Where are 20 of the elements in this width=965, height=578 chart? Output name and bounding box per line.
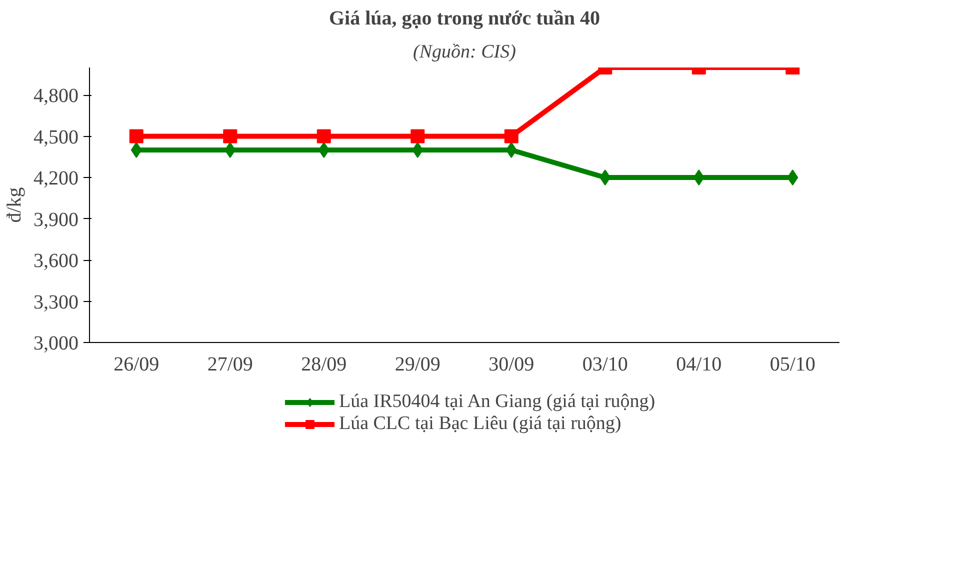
y-tick-label: 3,300 bbox=[34, 291, 78, 314]
x-tick-label: 28/09 bbox=[301, 354, 347, 376]
y-axis-title: đ/kg bbox=[4, 187, 26, 223]
x-tick-label: 26/09 bbox=[114, 354, 160, 376]
chart-title: Giá lúa, gạo trong nước tuần 40 bbox=[328, 8, 600, 30]
y-tick-label: 3,600 bbox=[34, 250, 78, 272]
x-tick-label: 29/09 bbox=[394, 354, 440, 376]
x-tick-label: 03/10 bbox=[582, 354, 628, 376]
legend-label: Lúa IR50404 tại An Giang (giá tại ruộng) bbox=[338, 391, 656, 413]
y-tick-label: 3,900 bbox=[34, 208, 78, 231]
chart-subtitle: (Nguồn: CIS) bbox=[413, 42, 516, 62]
y-tick-label: 4,500 bbox=[34, 126, 78, 148]
y-tick-label: 4,800 bbox=[34, 85, 78, 107]
y-tick-label: 4,200 bbox=[34, 168, 78, 190]
x-tick-label: 27/09 bbox=[207, 354, 253, 376]
x-tick-label: 30/09 bbox=[488, 354, 534, 376]
legend-label: Lúa CLC tại Bạc Liêu (giá tại ruộng) bbox=[338, 413, 622, 435]
x-tick-label: 04/10 bbox=[676, 354, 722, 376]
x-tick-label: 05/10 bbox=[770, 354, 816, 376]
y-tick-label: 3,000 bbox=[34, 332, 78, 354]
